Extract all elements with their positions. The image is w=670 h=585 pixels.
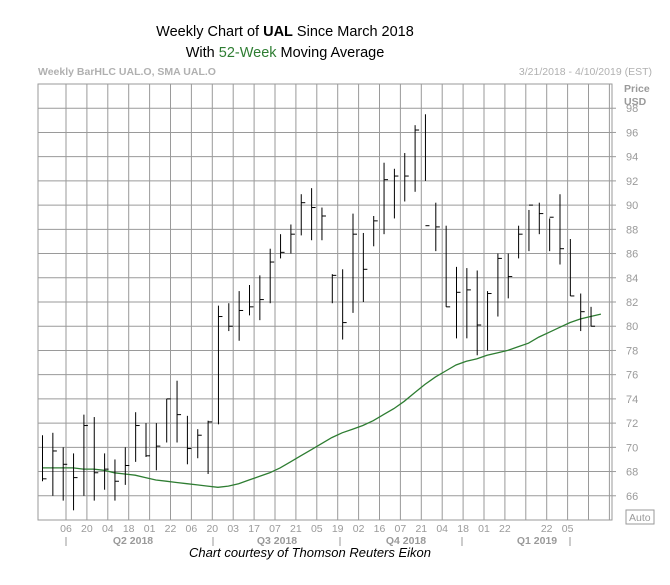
y-tick-label: 68 — [626, 467, 638, 479]
auto-scale-box — [625, 509, 655, 525]
y-tick-label: 70 — [626, 442, 638, 454]
y-tick-label: 98 — [626, 103, 638, 115]
sma-line — [42, 313, 602, 488]
y-tick-label: 74 — [626, 394, 638, 406]
y-tick-label: 90 — [626, 200, 638, 212]
x-tick-label: 04 — [102, 523, 114, 535]
x-tick-label: 02 — [353, 523, 365, 535]
x-tick-label: 03 — [227, 523, 239, 535]
x-tick-label: 16 — [374, 523, 386, 535]
title-line-1: Weekly Chart of UAL Since March 2018 — [156, 24, 414, 40]
auto-scale-label: Auto — [629, 512, 651, 524]
x-tick-label: 20 — [81, 523, 93, 535]
x-tick-label: 17 — [248, 523, 260, 535]
y-axis-unit: USD — [624, 96, 647, 108]
x-tick-label: 01 — [144, 523, 156, 535]
y-tick-label: 72 — [626, 418, 638, 430]
y-tick-label: 96 — [626, 127, 638, 139]
x-tick-label: 07 — [395, 523, 407, 535]
chart-credit: Chart courtesy of Thomson Reuters Eikon — [188, 545, 432, 560]
x-tick-label: 06 — [60, 523, 72, 535]
y-tick-label: 82 — [626, 297, 638, 309]
x-tick-label: 21 — [415, 523, 427, 535]
x-tick-label: 22 — [165, 523, 177, 535]
y-axis-label: Price — [624, 83, 650, 95]
x-tick-label: 01 — [478, 523, 490, 535]
y-tick-label: 78 — [626, 345, 638, 357]
x-period-label: Q3 2018 — [257, 535, 297, 547]
x-tick-label: 22 — [541, 523, 553, 535]
x-tick-label: 05 — [311, 523, 323, 535]
y-tick-label: 80 — [626, 321, 638, 333]
title-ticker: UAL — [263, 24, 293, 40]
x-period-label: Q2 2018 — [113, 535, 153, 547]
title-line-2: With 52-Week Moving Average — [185, 45, 385, 61]
y-tick-label: 86 — [626, 249, 638, 261]
x-tick-label: 19 — [332, 523, 344, 535]
chart-header-series: Weekly BarHLC UAL.O, SMA UAL.O — [38, 66, 216, 78]
chart-title: Weekly Chart of UAL Since March 2018 Wit… — [0, 22, 570, 64]
x-tick-label: 05 — [562, 523, 574, 535]
title-period: 52-Week — [218, 45, 277, 61]
x-tick-label: 21 — [290, 523, 302, 535]
x-tick-label: 22 — [499, 523, 511, 535]
x-tick-label: 18 — [123, 523, 135, 535]
chart-header-range: 3/21/2018 - 4/10/2019 (EST) — [518, 66, 652, 78]
x-tick-label: 04 — [436, 523, 448, 535]
x-tick-label: 07 — [269, 523, 281, 535]
y-tick-label: 92 — [626, 176, 638, 188]
x-period-label: Q4 2018 — [386, 535, 426, 547]
y-tick-label: 84 — [626, 273, 638, 285]
x-tick-label: 18 — [457, 523, 469, 535]
x-period-label: Q1 2019 — [517, 535, 557, 547]
y-tick-label: 88 — [626, 224, 638, 236]
x-tick-label: 20 — [206, 523, 218, 535]
y-tick-label: 76 — [626, 370, 638, 382]
y-tick-label: 66 — [626, 491, 638, 503]
y-tick-label: 94 — [626, 152, 638, 164]
x-tick-label: 06 — [186, 523, 198, 535]
